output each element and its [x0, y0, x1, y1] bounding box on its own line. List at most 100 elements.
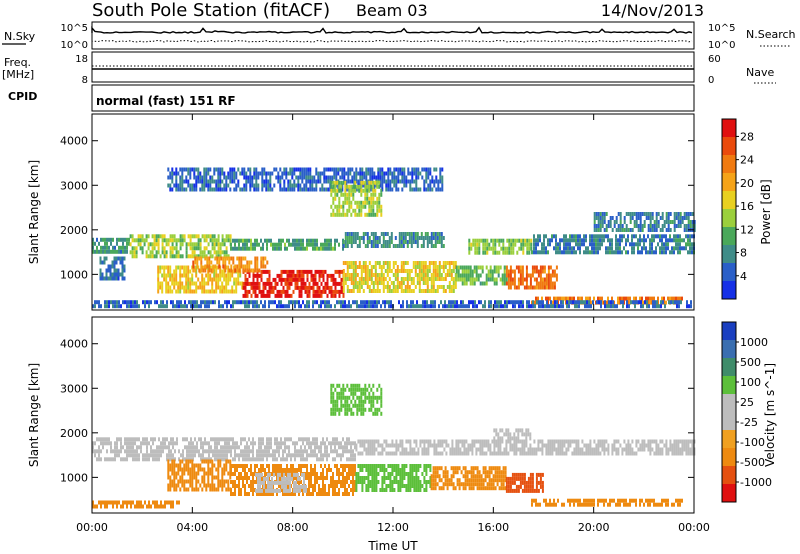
data-cell [187, 179, 190, 184]
data-cell [482, 246, 485, 251]
data-cell [350, 289, 353, 293]
data-cell [291, 183, 294, 188]
data-cell [354, 273, 357, 277]
data-cell [100, 249, 102, 254]
data-cell [199, 254, 202, 259]
data-cell [181, 475, 184, 480]
data-cell [213, 277, 216, 282]
data-cell [599, 212, 602, 216]
data-cell [440, 273, 443, 277]
data-cell [376, 285, 379, 289]
data-cell [340, 453, 342, 458]
data-cell [346, 457, 348, 462]
data-cell [246, 476, 248, 480]
data-cell [588, 300, 590, 305]
data-cell [367, 439, 370, 444]
data-cell [539, 273, 542, 278]
data-cell [567, 296, 569, 301]
data-cell [687, 242, 689, 247]
data-cell [115, 260, 118, 265]
data-cell [356, 285, 359, 289]
data-cell [323, 171, 326, 176]
data-cell [292, 242, 294, 247]
data-cell [416, 265, 419, 269]
data-cell [520, 238, 523, 243]
data-cell [251, 175, 254, 180]
data-cell [547, 265, 550, 270]
data-cell [416, 240, 419, 244]
data-cell [440, 232, 443, 236]
data-cell [181, 265, 184, 270]
data-cell [340, 269, 343, 274]
data-cell [677, 246, 679, 251]
data-cell [384, 232, 387, 236]
data-cell [574, 300, 576, 305]
data-cell [454, 304, 456, 309]
data-cell [227, 487, 230, 492]
data-cell [242, 476, 244, 480]
data-cell [197, 277, 200, 282]
data-cell [133, 250, 136, 255]
data-cell [539, 238, 541, 243]
data-cell [314, 445, 316, 450]
data-cell [129, 250, 132, 255]
data-cell [268, 453, 270, 458]
data-cell [462, 304, 464, 309]
data-cell [476, 238, 479, 243]
data-cell [210, 260, 213, 265]
data-cell [637, 439, 640, 444]
data-cell [628, 304, 630, 309]
data-cell [603, 228, 606, 232]
data-cell [260, 256, 263, 261]
data-cell [649, 228, 652, 232]
data-cell [348, 184, 351, 189]
data-cell [305, 183, 308, 188]
data-cell [246, 457, 248, 462]
data-cell [300, 445, 302, 450]
data-cell [391, 171, 394, 176]
data-cell [173, 487, 176, 492]
data-cell [332, 289, 335, 294]
data-cell [421, 439, 424, 444]
data-cell [432, 244, 435, 248]
data-cell [242, 464, 244, 468]
data-cell [309, 187, 312, 192]
data-cell [661, 242, 663, 247]
data-cell [226, 300, 228, 305]
data-cell [443, 439, 446, 444]
data-cell [346, 441, 348, 446]
data-cell [163, 234, 166, 239]
data-cell [364, 269, 367, 273]
data-cell [266, 289, 269, 294]
data-cell [128, 237, 130, 242]
data-cell [685, 224, 688, 228]
data-cell [255, 179, 258, 184]
data-cell [453, 451, 456, 456]
data-cell [254, 273, 257, 278]
data-cell [649, 216, 652, 220]
data-cell [244, 468, 246, 472]
data-cell [377, 175, 380, 180]
data-cell [652, 300, 654, 305]
data-cell [116, 437, 118, 442]
data-cell [263, 167, 266, 172]
data-cell [122, 445, 124, 450]
data-cell [200, 441, 202, 446]
data-cell [439, 175, 442, 180]
data-cell [315, 171, 318, 176]
data-cell [173, 171, 176, 176]
data-cell [228, 441, 230, 446]
data-cell [157, 238, 160, 243]
data-cell [215, 285, 218, 290]
data-cell [112, 449, 114, 454]
data-cell [370, 281, 373, 285]
data-cell [348, 240, 351, 244]
data-cell [541, 285, 544, 290]
data-cell [181, 459, 184, 464]
data-cell [438, 277, 441, 281]
data-cell [169, 238, 172, 243]
data-cell [253, 175, 256, 180]
data-cell [379, 171, 382, 176]
data-cell [320, 457, 322, 462]
data-cell [316, 293, 319, 298]
